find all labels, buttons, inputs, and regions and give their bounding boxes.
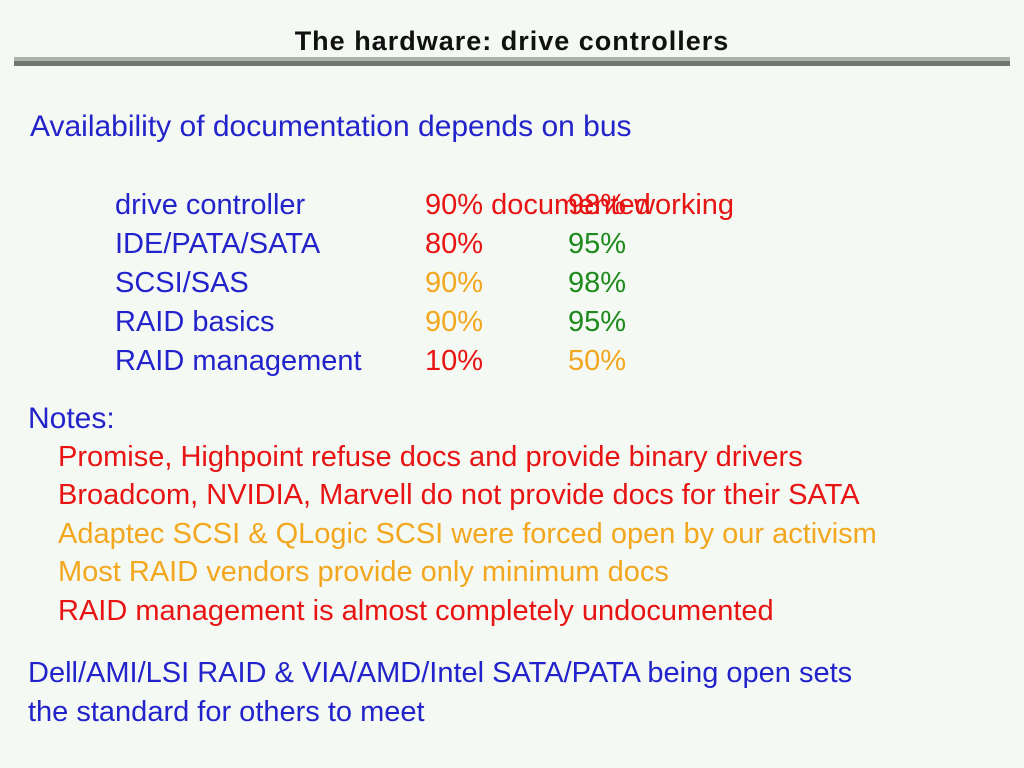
row-label: RAID management <box>115 345 362 377</box>
note-line: Broadcom, NVIDIA, Marvell do not provide… <box>58 479 860 511</box>
row-documented-pct: 80% <box>425 228 484 260</box>
table-row: IDE/PATA/SATA 80% 95% <box>0 228 1024 264</box>
title-underline <box>14 57 1010 66</box>
table-header-label: drive controller <box>115 189 306 221</box>
table-header-documented: 90% documented <box>425 189 651 221</box>
row-label: RAID basics <box>115 306 275 338</box>
row-working-pct: 98% <box>568 267 627 299</box>
table-row: SCSI/SAS 90% 98% <box>0 267 1024 303</box>
intro-text: Availability of documentation depends on… <box>30 110 632 143</box>
note-line: Adaptec SCSI & QLogic SCSI were forced o… <box>58 518 877 550</box>
table-header-row: drive controller 90% documented 98% work… <box>0 189 1024 225</box>
row-working-pct: 95% <box>568 306 627 338</box>
closing-text-line: the standard for others to meet <box>28 696 425 728</box>
notes-heading: Notes: <box>28 402 115 435</box>
title-underline-light <box>14 57 1010 61</box>
row-working-pct: 50% <box>568 345 627 377</box>
slide-title: The hardware: drive controllers <box>294 26 730 56</box>
note-line: RAID management is almost completely und… <box>58 595 774 627</box>
row-documented-pct: 90% <box>425 306 484 338</box>
note-line: Most RAID vendors provide only minimum d… <box>58 556 669 588</box>
table-header-working: 98% working <box>568 189 735 221</box>
row-working-pct: 95% <box>568 228 627 260</box>
closing-text-line: Dell/AMI/LSI RAID & VIA/AMD/Intel SATA/P… <box>28 657 853 689</box>
row-documented-pct: 10% <box>425 345 484 377</box>
table-row: RAID basics 90% 95% <box>0 306 1024 342</box>
title-underline-dark <box>14 61 1010 66</box>
table-row: RAID management 10% 50% <box>0 345 1024 381</box>
row-documented-pct: 90% <box>425 267 484 299</box>
note-line: Promise, Highpoint refuse docs and provi… <box>58 441 803 473</box>
row-label: SCSI/SAS <box>115 267 249 299</box>
row-label: IDE/PATA/SATA <box>115 228 321 260</box>
